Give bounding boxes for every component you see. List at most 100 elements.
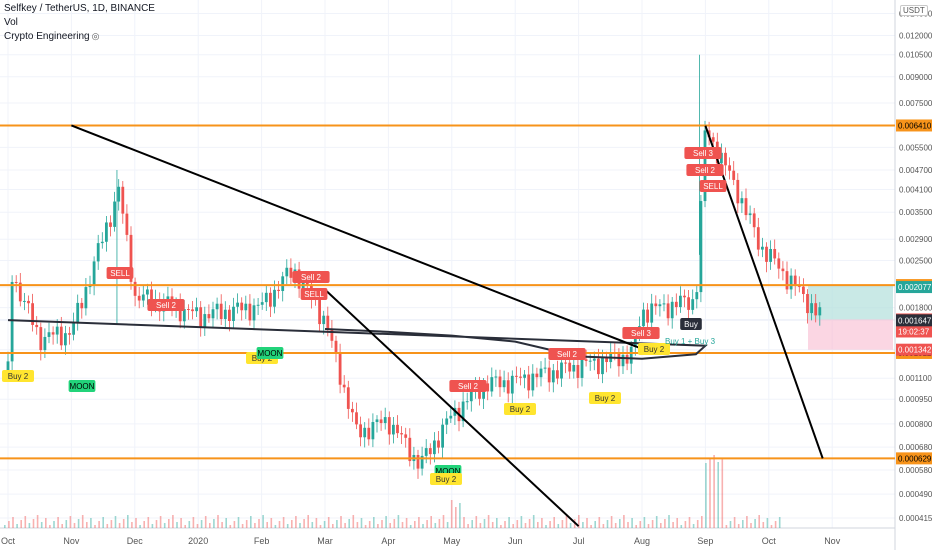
volume-bar xyxy=(270,518,273,528)
candle-body xyxy=(289,267,293,278)
candle-body xyxy=(625,354,629,364)
volume-bar xyxy=(299,523,301,528)
volume-bar xyxy=(635,525,637,528)
price-tag-label: 0.001647 xyxy=(898,316,932,325)
y-tick-label: 0.000415 xyxy=(899,514,932,523)
volume-bar xyxy=(12,517,14,528)
signal-label-bg xyxy=(548,348,586,360)
volume-bar xyxy=(40,522,43,528)
volume-bar xyxy=(377,524,379,528)
candle-body xyxy=(650,303,654,323)
candle-body xyxy=(793,275,797,286)
signal-label-bg xyxy=(622,327,660,339)
candle-body xyxy=(31,303,34,325)
volume-bar xyxy=(94,525,96,528)
volume-bar xyxy=(53,521,55,528)
candle-body xyxy=(679,295,682,308)
volume-bar xyxy=(409,525,412,528)
volume-bar xyxy=(291,520,293,528)
volume-bar xyxy=(176,522,178,528)
candle-body xyxy=(223,309,227,320)
candle-body xyxy=(519,376,522,378)
volume-bar xyxy=(586,518,588,528)
candle-body xyxy=(568,362,572,372)
candle-body xyxy=(720,152,723,164)
price-tag-bg xyxy=(896,281,932,294)
volume-bar xyxy=(385,516,387,528)
candle-body xyxy=(43,336,47,351)
currency-badge[interactable]: USDT xyxy=(900,5,928,16)
volume-bar xyxy=(766,518,769,528)
volume-bar xyxy=(528,519,531,528)
signal-label-bg xyxy=(638,343,670,355)
candle-body xyxy=(469,391,473,402)
volume-bar xyxy=(221,522,223,528)
candle-body xyxy=(100,241,104,244)
volume-bar xyxy=(233,521,236,528)
volume-bar xyxy=(295,516,297,528)
candle-body xyxy=(576,364,580,378)
candle-body xyxy=(408,437,412,462)
volume-bar xyxy=(307,515,309,528)
candle-body xyxy=(556,370,559,379)
candle-body xyxy=(14,281,18,283)
candle-body xyxy=(814,303,818,316)
volume-bar xyxy=(479,523,482,528)
candle-body xyxy=(756,227,760,250)
candle-body xyxy=(818,307,822,316)
candle-body xyxy=(588,360,592,362)
candle-body xyxy=(68,333,71,335)
signal-label-bg xyxy=(680,318,702,330)
candle-body xyxy=(322,315,326,325)
candle-body xyxy=(182,308,186,322)
volume-bar xyxy=(725,525,728,528)
volume-bar xyxy=(414,521,416,528)
candle-body xyxy=(662,303,666,305)
eye-icon[interactable]: ◎ xyxy=(91,31,100,41)
signal-label: Buy 2 xyxy=(595,394,616,403)
candle-body xyxy=(35,324,39,328)
signal-label: SELL xyxy=(304,290,324,299)
x-tick-label: 2020 xyxy=(188,536,208,546)
candle-body xyxy=(674,301,678,308)
volume-bar xyxy=(733,517,736,528)
volume-bar xyxy=(4,525,6,528)
volume-bar xyxy=(565,516,568,528)
candle-body xyxy=(338,351,342,385)
signal-label-bg xyxy=(68,380,96,392)
volume-bar xyxy=(512,524,514,528)
candle-body xyxy=(248,303,252,321)
volume-bar xyxy=(315,518,318,528)
candle-body xyxy=(211,309,215,319)
volume-bar xyxy=(45,518,47,528)
candle-body xyxy=(617,352,621,367)
volume-bar xyxy=(61,524,63,528)
candle-body xyxy=(769,248,772,262)
candle-body xyxy=(494,376,498,378)
candle-body xyxy=(92,261,96,285)
volume-bar xyxy=(651,520,654,528)
candle-body xyxy=(683,295,686,298)
volume-bar xyxy=(430,516,432,528)
volume-bar xyxy=(709,459,711,528)
volume-bar xyxy=(393,519,396,528)
candle-body xyxy=(506,380,510,394)
volume-bar xyxy=(434,523,437,528)
volume-bar xyxy=(8,521,10,528)
stop-zone xyxy=(808,319,893,350)
candle-body xyxy=(195,307,198,312)
volume-bar xyxy=(758,515,760,528)
volume-bar xyxy=(151,524,154,528)
volume-bar xyxy=(742,520,744,528)
volume-bar xyxy=(475,516,478,528)
candle-body xyxy=(699,201,703,293)
indicator-row[interactable]: Crypto Engineering ◎ xyxy=(4,31,99,42)
volume-bar xyxy=(319,525,322,528)
volume-bar xyxy=(418,517,420,528)
volume-bar xyxy=(610,516,613,528)
candle-body xyxy=(465,401,469,403)
level-tag-label: 0.000629 xyxy=(898,454,932,463)
candle-body xyxy=(433,440,436,455)
volume-bar xyxy=(348,519,350,528)
